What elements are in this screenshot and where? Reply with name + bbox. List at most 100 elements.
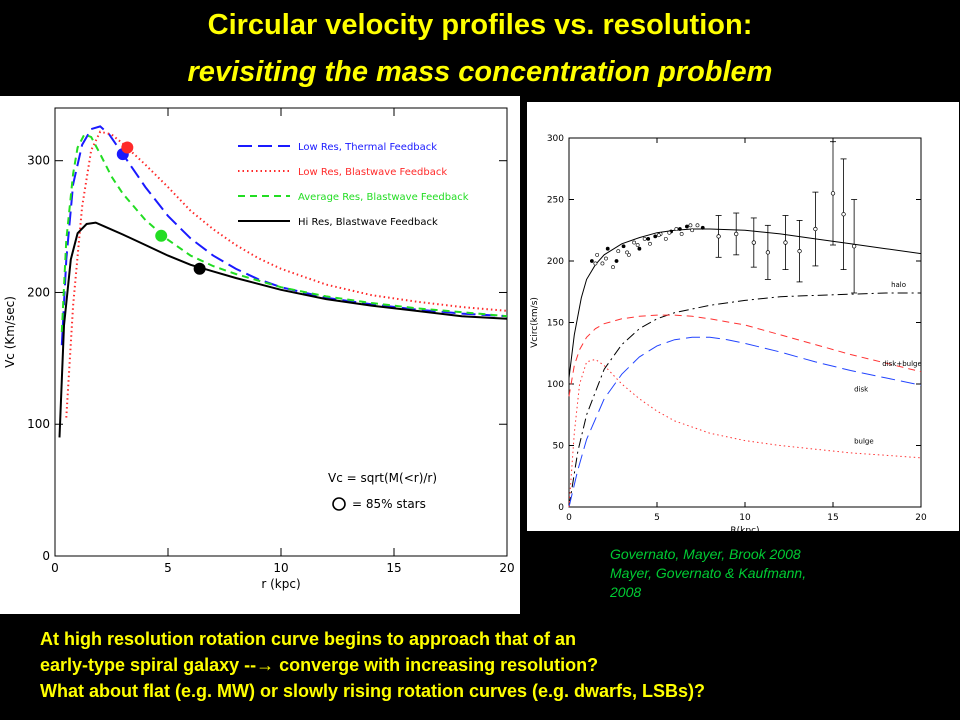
data-point <box>667 230 672 235</box>
data-point <box>677 227 682 231</box>
data-point <box>783 240 788 245</box>
legend-entry: Average Res, Blastwave Feedback <box>298 192 469 203</box>
data-point <box>685 224 689 229</box>
x-tick-label: 10 <box>739 513 751 523</box>
x-tick-label: 10 <box>273 561 288 575</box>
right-chart-panel: 0 5 10 15 20 0 50 100 150 200 250 300 R(kpc) Vcirc(km… <box>527 102 959 536</box>
data-point <box>679 232 684 236</box>
plot-frame <box>568 137 922 508</box>
data-point <box>625 250 629 255</box>
y-tick-label: 200 <box>547 257 564 267</box>
bottom-line: What about flat (e.g. MW) or slowly risi… <box>40 681 706 701</box>
y-tick-label: 0 <box>42 549 50 563</box>
data-point <box>646 236 651 241</box>
data-point <box>589 259 594 263</box>
y-tick-label: 300 <box>547 134 564 144</box>
data-point <box>616 249 621 254</box>
data-point <box>600 261 605 266</box>
data-point <box>841 212 846 217</box>
data-point <box>674 227 679 231</box>
legend-entry: Low Res, Blastwave Feedback <box>298 167 447 178</box>
marker-point <box>155 229 168 242</box>
curve-label: disk <box>854 386 869 394</box>
citation-line: Governato, Mayer, Brook 2008 <box>610 546 801 562</box>
data-point <box>604 256 608 261</box>
citation: Governato, Mayer, Brook 2008 Mayer, Gove… <box>610 545 806 602</box>
data-point <box>851 244 857 249</box>
data-point <box>700 225 705 230</box>
series-line-bulge <box>568 358 922 508</box>
data-point <box>637 246 642 251</box>
left-chart-panel: 0 5 10 15 20 0 100 200 300 r (kpc) Vc (Km/sec) Low … <box>0 96 520 614</box>
x-tick-label: 0 <box>51 561 59 575</box>
x-axis-label: R(kpc) <box>730 526 759 531</box>
x-tick-label: 5 <box>164 561 172 575</box>
y-tick-label: 150 <box>547 319 564 329</box>
data-point <box>635 243 640 247</box>
data-point <box>595 252 600 257</box>
series-line-low-res-thermal-feedback <box>60 125 508 346</box>
y-tick-label: 50 <box>553 442 565 452</box>
data-point <box>765 250 771 255</box>
citation-line: Mayer, Governato & Kaufmann, <box>610 565 807 581</box>
x-tick-label: 20 <box>915 513 927 523</box>
data-point <box>688 223 693 228</box>
series-line-halo <box>568 292 921 508</box>
x-tick-label: 15 <box>386 561 401 575</box>
data-point <box>611 265 615 270</box>
curve-label: halo <box>891 281 906 289</box>
y-axis-label: Vcirc(km/s) <box>530 297 540 348</box>
bottom-line: early-type spiral galaxy --→ converge wi… <box>40 655 599 675</box>
x-tick-label: 20 <box>499 561 514 575</box>
data-point <box>642 236 647 241</box>
series-line-low-res-blastwave-feedback <box>65 130 508 418</box>
slide-title: Circular velocity profiles vs. resolutio… <box>207 9 753 41</box>
legend-entry: Hi Res, Blastwave Feedback <box>298 217 438 228</box>
data-point <box>626 252 631 257</box>
data-point <box>605 246 610 251</box>
x-tick-label: 15 <box>827 513 838 523</box>
series-line-total <box>568 228 922 378</box>
data-point <box>830 191 836 196</box>
annotation-stars: = 85% stars <box>352 497 426 511</box>
data-point <box>648 241 652 246</box>
x-tick-label: 5 <box>654 513 660 523</box>
data-point <box>663 236 668 241</box>
data-point <box>632 240 637 245</box>
data-point <box>716 234 721 239</box>
x-axis-label: r (kpc) <box>261 577 300 591</box>
y-tick-label: 250 <box>547 196 564 206</box>
data-point <box>656 233 661 238</box>
marker-point <box>121 141 134 154</box>
slide-subtitle: revisiting the mass concentration proble… <box>187 56 773 88</box>
bottom-text: At high resolution rotation curve begins… <box>40 626 705 704</box>
series-line-disk-bulge <box>568 314 922 397</box>
y-tick-label: 100 <box>547 380 564 390</box>
annotation-circle-icon <box>332 497 346 511</box>
rotation-curve-chart: 0 5 10 15 20050100150200250300R(kpc)Vcirc(km… <box>530 134 927 536</box>
data-point <box>690 228 695 233</box>
y-tick-label: 0 <box>558 503 564 513</box>
data-point <box>653 234 658 239</box>
legend-entry: Low Res, Thermal Feedback <box>298 142 437 153</box>
curve-label: disk+bulge <box>882 360 922 368</box>
series-line-average-res-blastwave-feedback <box>60 133 508 333</box>
y-tick-label: 300 <box>27 154 50 168</box>
curve-label: bulge <box>854 437 874 445</box>
y-tick-label: 200 <box>27 285 50 299</box>
series-line-disk <box>568 336 922 508</box>
data-point <box>695 223 700 228</box>
data-point <box>751 240 756 245</box>
y-axis-label: Vc (Km/sec) <box>3 296 17 368</box>
data-point <box>593 261 598 266</box>
bottom-line: At high resolution rotation curve begins… <box>40 629 577 649</box>
data-point <box>813 226 818 232</box>
y-tick-label: 100 <box>27 417 50 431</box>
marker-point <box>193 262 206 275</box>
data-point <box>614 259 619 263</box>
citation-line: 2008 <box>610 584 642 600</box>
data-point <box>621 244 626 249</box>
x-tick-label: 0 <box>566 513 572 523</box>
data-point <box>797 249 802 254</box>
